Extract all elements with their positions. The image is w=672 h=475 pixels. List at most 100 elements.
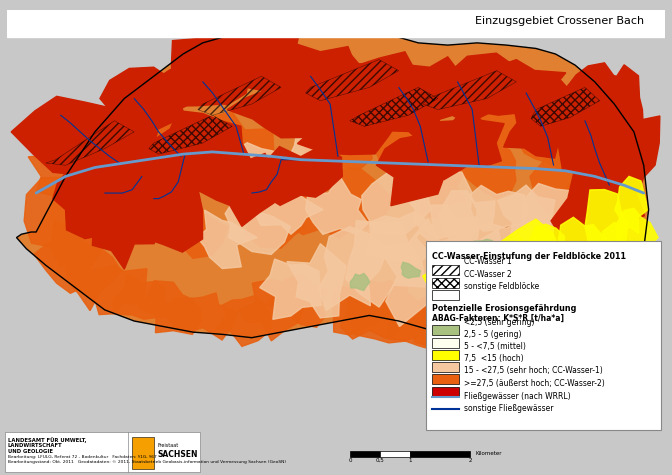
Text: Fließgewässer (nach WRRL): Fließgewässer (nach WRRL) bbox=[464, 392, 571, 401]
Bar bbox=[432, 290, 460, 300]
Polygon shape bbox=[585, 190, 629, 254]
Polygon shape bbox=[319, 52, 423, 134]
Polygon shape bbox=[457, 220, 554, 292]
Polygon shape bbox=[611, 96, 660, 189]
Polygon shape bbox=[589, 141, 644, 237]
Polygon shape bbox=[351, 281, 423, 343]
Polygon shape bbox=[100, 67, 183, 131]
Text: 2,5 - 5 (gering): 2,5 - 5 (gering) bbox=[464, 330, 522, 339]
Polygon shape bbox=[484, 276, 554, 341]
Polygon shape bbox=[290, 124, 336, 172]
Polygon shape bbox=[584, 258, 620, 305]
Text: Einzugsgebiet Crossener Bach: Einzugsgebiet Crossener Bach bbox=[474, 16, 644, 26]
Polygon shape bbox=[521, 183, 584, 238]
Polygon shape bbox=[253, 176, 323, 234]
Polygon shape bbox=[517, 224, 573, 282]
Polygon shape bbox=[225, 200, 290, 255]
Polygon shape bbox=[410, 294, 488, 352]
Polygon shape bbox=[376, 132, 455, 206]
Polygon shape bbox=[599, 132, 646, 205]
Polygon shape bbox=[319, 227, 388, 310]
Polygon shape bbox=[239, 279, 303, 341]
Polygon shape bbox=[34, 220, 103, 293]
Text: <2,5 (sehr gering): <2,5 (sehr gering) bbox=[464, 317, 535, 326]
Polygon shape bbox=[66, 238, 122, 311]
Polygon shape bbox=[257, 41, 383, 113]
Polygon shape bbox=[616, 209, 658, 274]
Text: ABAG-Faktoren: K*S*R [t/ha*a]: ABAG-Faktoren: K*S*R [t/ha*a] bbox=[432, 314, 564, 323]
Text: SACHSEN: SACHSEN bbox=[157, 450, 198, 459]
Bar bbox=[432, 266, 460, 276]
Text: 0,5: 0,5 bbox=[376, 458, 384, 463]
Bar bbox=[432, 325, 460, 335]
Polygon shape bbox=[388, 284, 452, 351]
Text: CC-Wasser-Einstufung der Feldblöcke 2011: CC-Wasser-Einstufung der Feldblöcke 2011 bbox=[432, 252, 626, 261]
Polygon shape bbox=[551, 267, 603, 324]
Polygon shape bbox=[90, 186, 161, 269]
Polygon shape bbox=[216, 296, 271, 346]
Polygon shape bbox=[420, 57, 485, 104]
Polygon shape bbox=[28, 137, 110, 207]
Polygon shape bbox=[497, 219, 561, 299]
Text: LANDESAMT FÜR UMWELT,: LANDESAMT FÜR UMWELT, bbox=[8, 437, 87, 443]
Polygon shape bbox=[544, 213, 605, 281]
Polygon shape bbox=[418, 205, 478, 261]
Polygon shape bbox=[282, 190, 355, 238]
Polygon shape bbox=[266, 274, 328, 327]
Polygon shape bbox=[372, 77, 471, 141]
Text: Potenzielle Erosionsgefährdung: Potenzielle Erosionsgefährdung bbox=[432, 304, 577, 314]
Text: 1: 1 bbox=[409, 458, 412, 463]
Text: 2: 2 bbox=[468, 458, 472, 463]
Text: Freistaat: Freistaat bbox=[157, 443, 178, 448]
Bar bbox=[410, 451, 470, 457]
Bar bbox=[432, 387, 460, 397]
Polygon shape bbox=[456, 239, 544, 341]
Polygon shape bbox=[262, 145, 342, 205]
Polygon shape bbox=[150, 36, 253, 114]
Polygon shape bbox=[340, 281, 401, 339]
Bar bbox=[432, 338, 460, 348]
Polygon shape bbox=[407, 53, 524, 124]
Polygon shape bbox=[345, 221, 427, 307]
Polygon shape bbox=[132, 102, 198, 167]
Polygon shape bbox=[442, 83, 528, 145]
Polygon shape bbox=[407, 164, 466, 219]
Polygon shape bbox=[544, 92, 622, 175]
Polygon shape bbox=[615, 176, 648, 233]
Polygon shape bbox=[138, 281, 202, 334]
Polygon shape bbox=[7, 10, 665, 38]
Polygon shape bbox=[163, 207, 228, 258]
Polygon shape bbox=[469, 185, 528, 231]
Bar bbox=[380, 451, 410, 457]
Polygon shape bbox=[566, 63, 637, 114]
Polygon shape bbox=[310, 53, 384, 114]
Polygon shape bbox=[602, 65, 643, 149]
Polygon shape bbox=[306, 176, 368, 234]
Text: UND GEOLOGIE: UND GEOLOGIE bbox=[8, 449, 53, 454]
Bar bbox=[432, 277, 460, 288]
Polygon shape bbox=[80, 265, 147, 314]
Text: 0: 0 bbox=[348, 458, 351, 463]
Polygon shape bbox=[498, 185, 555, 242]
Polygon shape bbox=[352, 103, 444, 167]
Polygon shape bbox=[401, 262, 421, 278]
Polygon shape bbox=[142, 176, 202, 252]
Polygon shape bbox=[439, 191, 495, 244]
Polygon shape bbox=[551, 170, 628, 277]
Bar bbox=[426, 241, 661, 430]
Polygon shape bbox=[426, 229, 520, 306]
Polygon shape bbox=[227, 78, 335, 138]
Polygon shape bbox=[378, 218, 468, 326]
Polygon shape bbox=[287, 244, 346, 318]
Polygon shape bbox=[24, 177, 84, 267]
Polygon shape bbox=[198, 210, 257, 268]
Polygon shape bbox=[162, 293, 238, 340]
Polygon shape bbox=[234, 142, 295, 190]
Polygon shape bbox=[451, 272, 509, 327]
Polygon shape bbox=[478, 297, 536, 360]
Text: CC-Wasser 2: CC-Wasser 2 bbox=[464, 270, 512, 279]
Polygon shape bbox=[467, 309, 522, 359]
Text: Bearbeitung: LFULG, Referat 72 - Bodenkultur   Fachdaten: §1G, §67
Bearbeitungss: Bearbeitung: LFULG, Referat 72 - Bodenku… bbox=[8, 455, 286, 464]
Text: 5 - <7,5 (mittel): 5 - <7,5 (mittel) bbox=[464, 342, 526, 351]
Polygon shape bbox=[138, 63, 223, 114]
